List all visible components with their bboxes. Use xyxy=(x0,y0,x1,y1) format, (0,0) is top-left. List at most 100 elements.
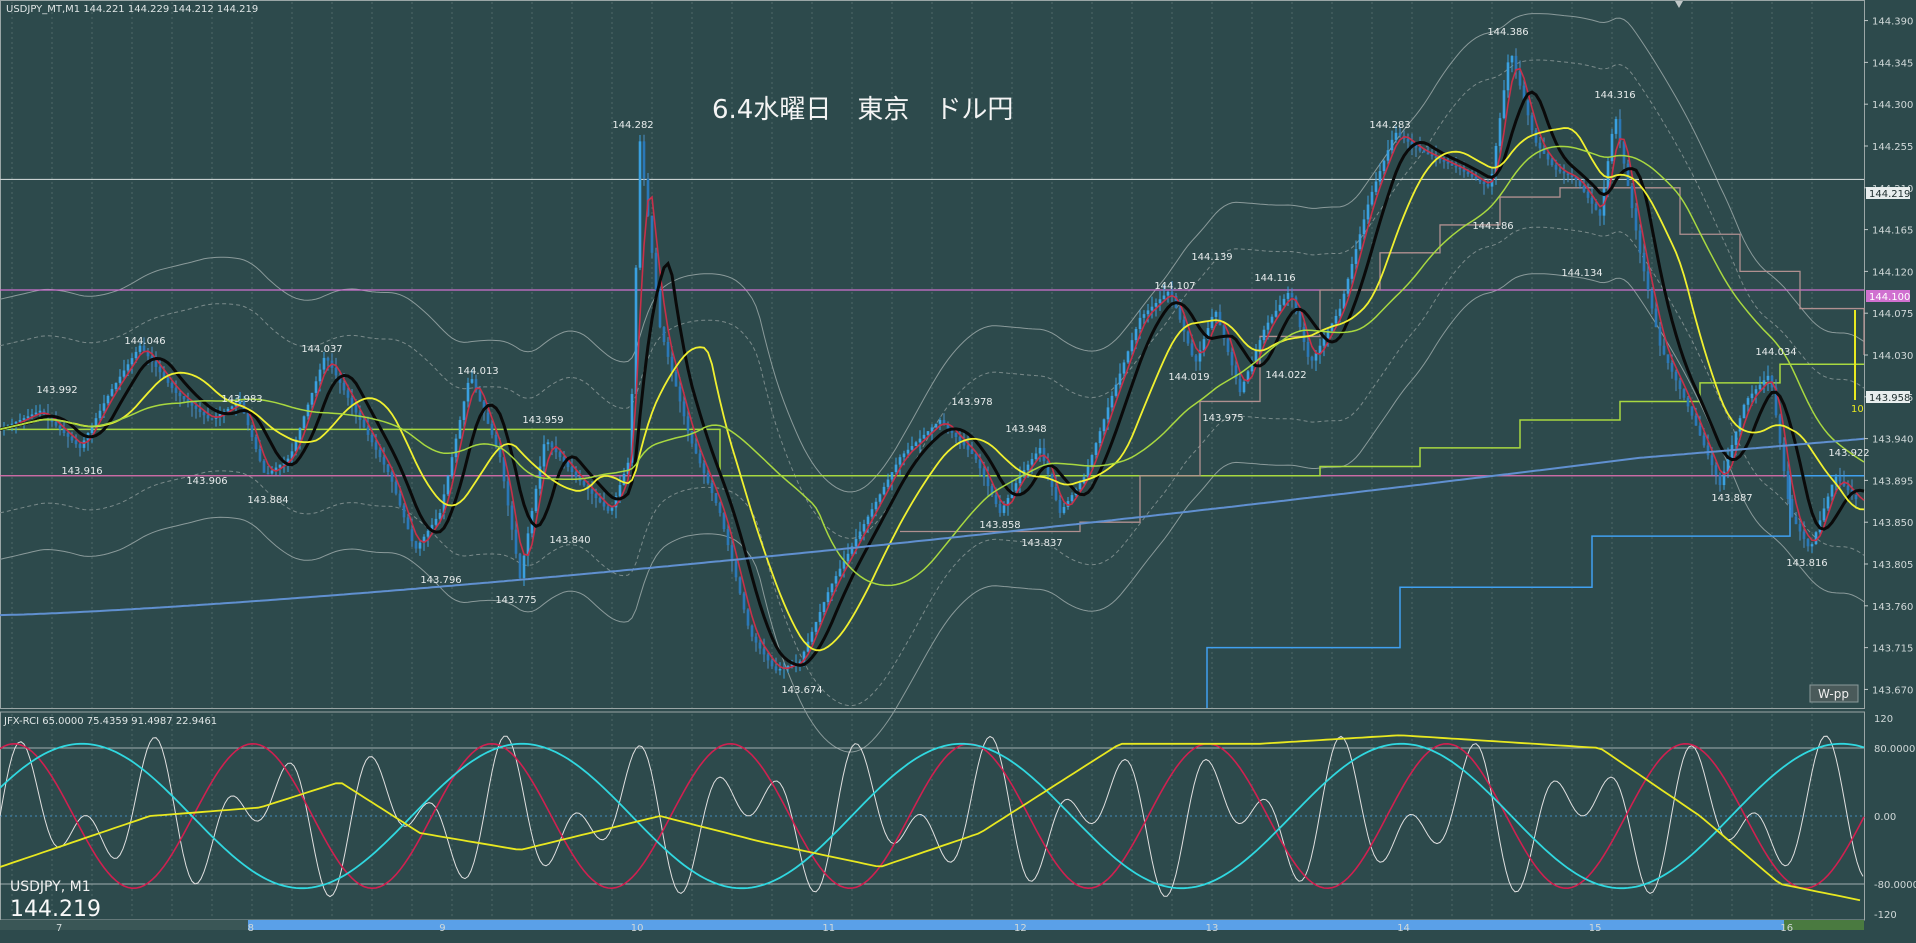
price-annotation: 143.992 xyxy=(36,385,77,396)
candle-body xyxy=(190,402,194,406)
candle-body xyxy=(550,442,554,448)
y-tick-label: 144.255 xyxy=(1872,142,1913,153)
candle-body xyxy=(254,437,258,450)
candle-body xyxy=(1282,298,1286,305)
candle-body xyxy=(998,504,1002,513)
candle-body xyxy=(1454,165,1458,168)
candle-body xyxy=(94,418,98,426)
step-lines xyxy=(0,187,1865,708)
candle-body xyxy=(1558,169,1562,172)
candle-body xyxy=(134,351,138,359)
candle-body xyxy=(1810,544,1814,547)
x-tick-label: 10 xyxy=(631,923,644,934)
candle-body xyxy=(1130,340,1134,352)
price-annotation: 144.116 xyxy=(1254,273,1295,284)
candle-body xyxy=(946,424,950,429)
candle-body xyxy=(1586,191,1590,198)
candle-body xyxy=(1814,532,1818,545)
candle-body xyxy=(734,561,738,578)
candle-body xyxy=(1754,389,1758,394)
candle-body xyxy=(954,432,958,438)
x-tick-label: 14 xyxy=(1397,923,1410,934)
candle-body xyxy=(914,442,918,447)
candle-body xyxy=(1574,177,1578,180)
candle-body xyxy=(394,481,398,494)
wpp-badge[interactable] xyxy=(1809,684,1859,703)
price-annotation: 144.034 xyxy=(1755,347,1796,358)
candle-body xyxy=(1214,311,1218,317)
candle-body xyxy=(1690,406,1694,416)
step-green-line xyxy=(0,363,1864,477)
candle-body xyxy=(302,416,306,428)
chart-title: 6.4水曜日 東京 ドル円 xyxy=(712,95,1013,125)
candle-body xyxy=(1562,171,1566,174)
candle-body xyxy=(1670,363,1674,372)
current-price-badge-text: 144.219 xyxy=(1869,189,1910,200)
candle-body xyxy=(562,457,566,463)
candle-body xyxy=(1566,173,1570,176)
candle-body xyxy=(938,420,942,424)
x-tick-label: 7 xyxy=(56,923,62,934)
candle-body xyxy=(1326,330,1330,339)
candle-body xyxy=(1642,252,1646,272)
candle-body xyxy=(978,459,982,469)
candle-body xyxy=(1254,350,1258,361)
candle-body xyxy=(18,420,22,422)
price-annotation: 143.983 xyxy=(221,394,262,405)
candle-body xyxy=(1442,159,1446,162)
price-annotation: 143.858 xyxy=(979,520,1020,531)
candle-body xyxy=(786,666,790,668)
candle-body xyxy=(1298,312,1302,328)
candle-body xyxy=(62,429,66,434)
candle-body xyxy=(522,555,526,578)
candle-body xyxy=(1446,161,1450,164)
candle-body xyxy=(834,576,838,584)
candle-body xyxy=(1730,444,1734,459)
candle-body xyxy=(1318,345,1322,354)
x-tick-label: 12 xyxy=(1014,923,1027,934)
candle-body xyxy=(1138,317,1142,329)
candle-body xyxy=(1578,179,1582,186)
candle-body xyxy=(1258,340,1262,351)
candle-body xyxy=(1002,505,1006,513)
candle-body xyxy=(898,457,902,465)
envelope-band-dashed xyxy=(0,59,1865,539)
candle-body xyxy=(1502,90,1506,119)
candle-body xyxy=(830,583,834,593)
candle-body xyxy=(1430,154,1434,157)
candle-body xyxy=(1198,350,1202,362)
candle-body xyxy=(1570,175,1574,178)
ma-black-line xyxy=(0,90,1865,667)
candle-body xyxy=(874,501,878,510)
price-annotation: 143.959 xyxy=(522,415,563,426)
time-axis: 7 8 9 10 11 12 13 14 15 16 xyxy=(0,920,1864,934)
candle-body xyxy=(886,479,890,487)
candle-body xyxy=(1062,506,1066,513)
candle-body xyxy=(1510,55,1514,63)
rci-level-label: -80.0000 xyxy=(1874,880,1916,891)
candle-body xyxy=(310,392,314,405)
candle-body xyxy=(1718,475,1722,486)
candle-body xyxy=(342,382,346,391)
candle-body xyxy=(266,472,270,474)
candle-body xyxy=(1170,291,1174,296)
candle-body xyxy=(1234,365,1238,379)
candle-body xyxy=(838,568,842,577)
candle-body xyxy=(1218,311,1222,326)
candle-body xyxy=(1362,219,1366,235)
candle-body xyxy=(1158,299,1162,303)
candle-body xyxy=(142,345,146,352)
candle-body xyxy=(630,394,634,463)
candle-body xyxy=(1606,161,1610,189)
candle-body xyxy=(854,538,858,547)
candle-body xyxy=(1598,209,1602,216)
candle-body xyxy=(262,460,266,473)
candle-body xyxy=(1774,387,1778,416)
candle-body xyxy=(198,408,202,413)
candle-body xyxy=(850,546,854,554)
candle-body xyxy=(1238,378,1242,393)
candle-body xyxy=(1478,179,1482,182)
